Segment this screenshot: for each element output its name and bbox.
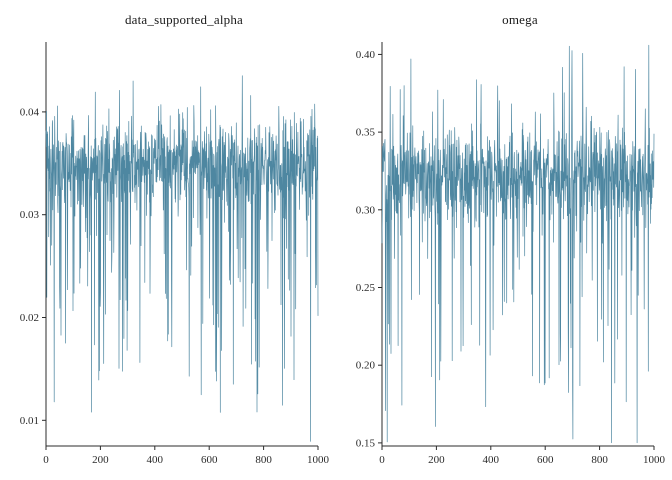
y-tick-label: 0.40 xyxy=(356,49,376,61)
trace-plot-omega-panel: omega 0.15 0.20 0.25 0.30 0.35 0.40 0 200 400 600… xyxy=(336,0,672,480)
y-tick-label: 0.35 xyxy=(356,127,376,139)
y-tick-label: 0.25 xyxy=(356,282,376,294)
chart-title-omega: omega xyxy=(502,12,538,27)
x-tick-label: 800 xyxy=(255,454,272,466)
x-tick-label: 600 xyxy=(201,454,218,466)
x-tick-label: 200 xyxy=(92,454,109,466)
y-tick-label: 0.15 xyxy=(356,437,376,449)
trace-plot-alpha-panel: data_supported_alpha 0.01 0.02 0.03 0.04 0 20… xyxy=(20,12,330,466)
chart-title-alpha: data_supported_alpha xyxy=(124,12,244,27)
x-tick-label: 200 xyxy=(428,454,445,466)
axes xyxy=(381,42,654,447)
trace-line xyxy=(45,75,319,442)
x-tick-label: 1000 xyxy=(307,454,330,466)
x-tick-label: 0 xyxy=(379,454,385,466)
trace-plot-alpha: 0.01 0.02 0.03 0.04 0 200 400 600 800 1000 xyxy=(20,42,330,466)
trace-line xyxy=(381,44,655,444)
y-tick-label: 0.20 xyxy=(356,360,376,372)
x-tick-label: 0 xyxy=(43,454,49,466)
x-axis-ticks: 0 200 400 600 800 1000 xyxy=(43,446,330,466)
y-tick-label: 0.02 xyxy=(20,312,39,324)
y-tick-label: 0.03 xyxy=(20,209,40,221)
x-axis-ticks: 0 200 400 600 800 1000 xyxy=(379,446,666,466)
y-tick-label: 0.01 xyxy=(20,415,39,427)
x-tick-label: 400 xyxy=(483,454,500,466)
x-tick-label: 1000 xyxy=(643,454,666,466)
y-tick-label: 0.30 xyxy=(356,204,376,216)
x-tick-label: 800 xyxy=(591,454,608,466)
x-tick-label: 600 xyxy=(537,454,554,466)
trace-plot-omega: 0.15 0.20 0.25 0.30 0.35 0.40 0 200 400 600 800 100… xyxy=(356,42,666,466)
axes xyxy=(45,42,318,447)
y-axis-ticks: 0.01 0.02 0.03 0.04 xyxy=(20,106,46,427)
y-tick-label: 0.04 xyxy=(20,106,40,118)
x-tick-label: 400 xyxy=(147,454,164,466)
y-axis-ticks: 0.15 0.20 0.25 0.30 0.35 0.40 xyxy=(356,49,382,449)
